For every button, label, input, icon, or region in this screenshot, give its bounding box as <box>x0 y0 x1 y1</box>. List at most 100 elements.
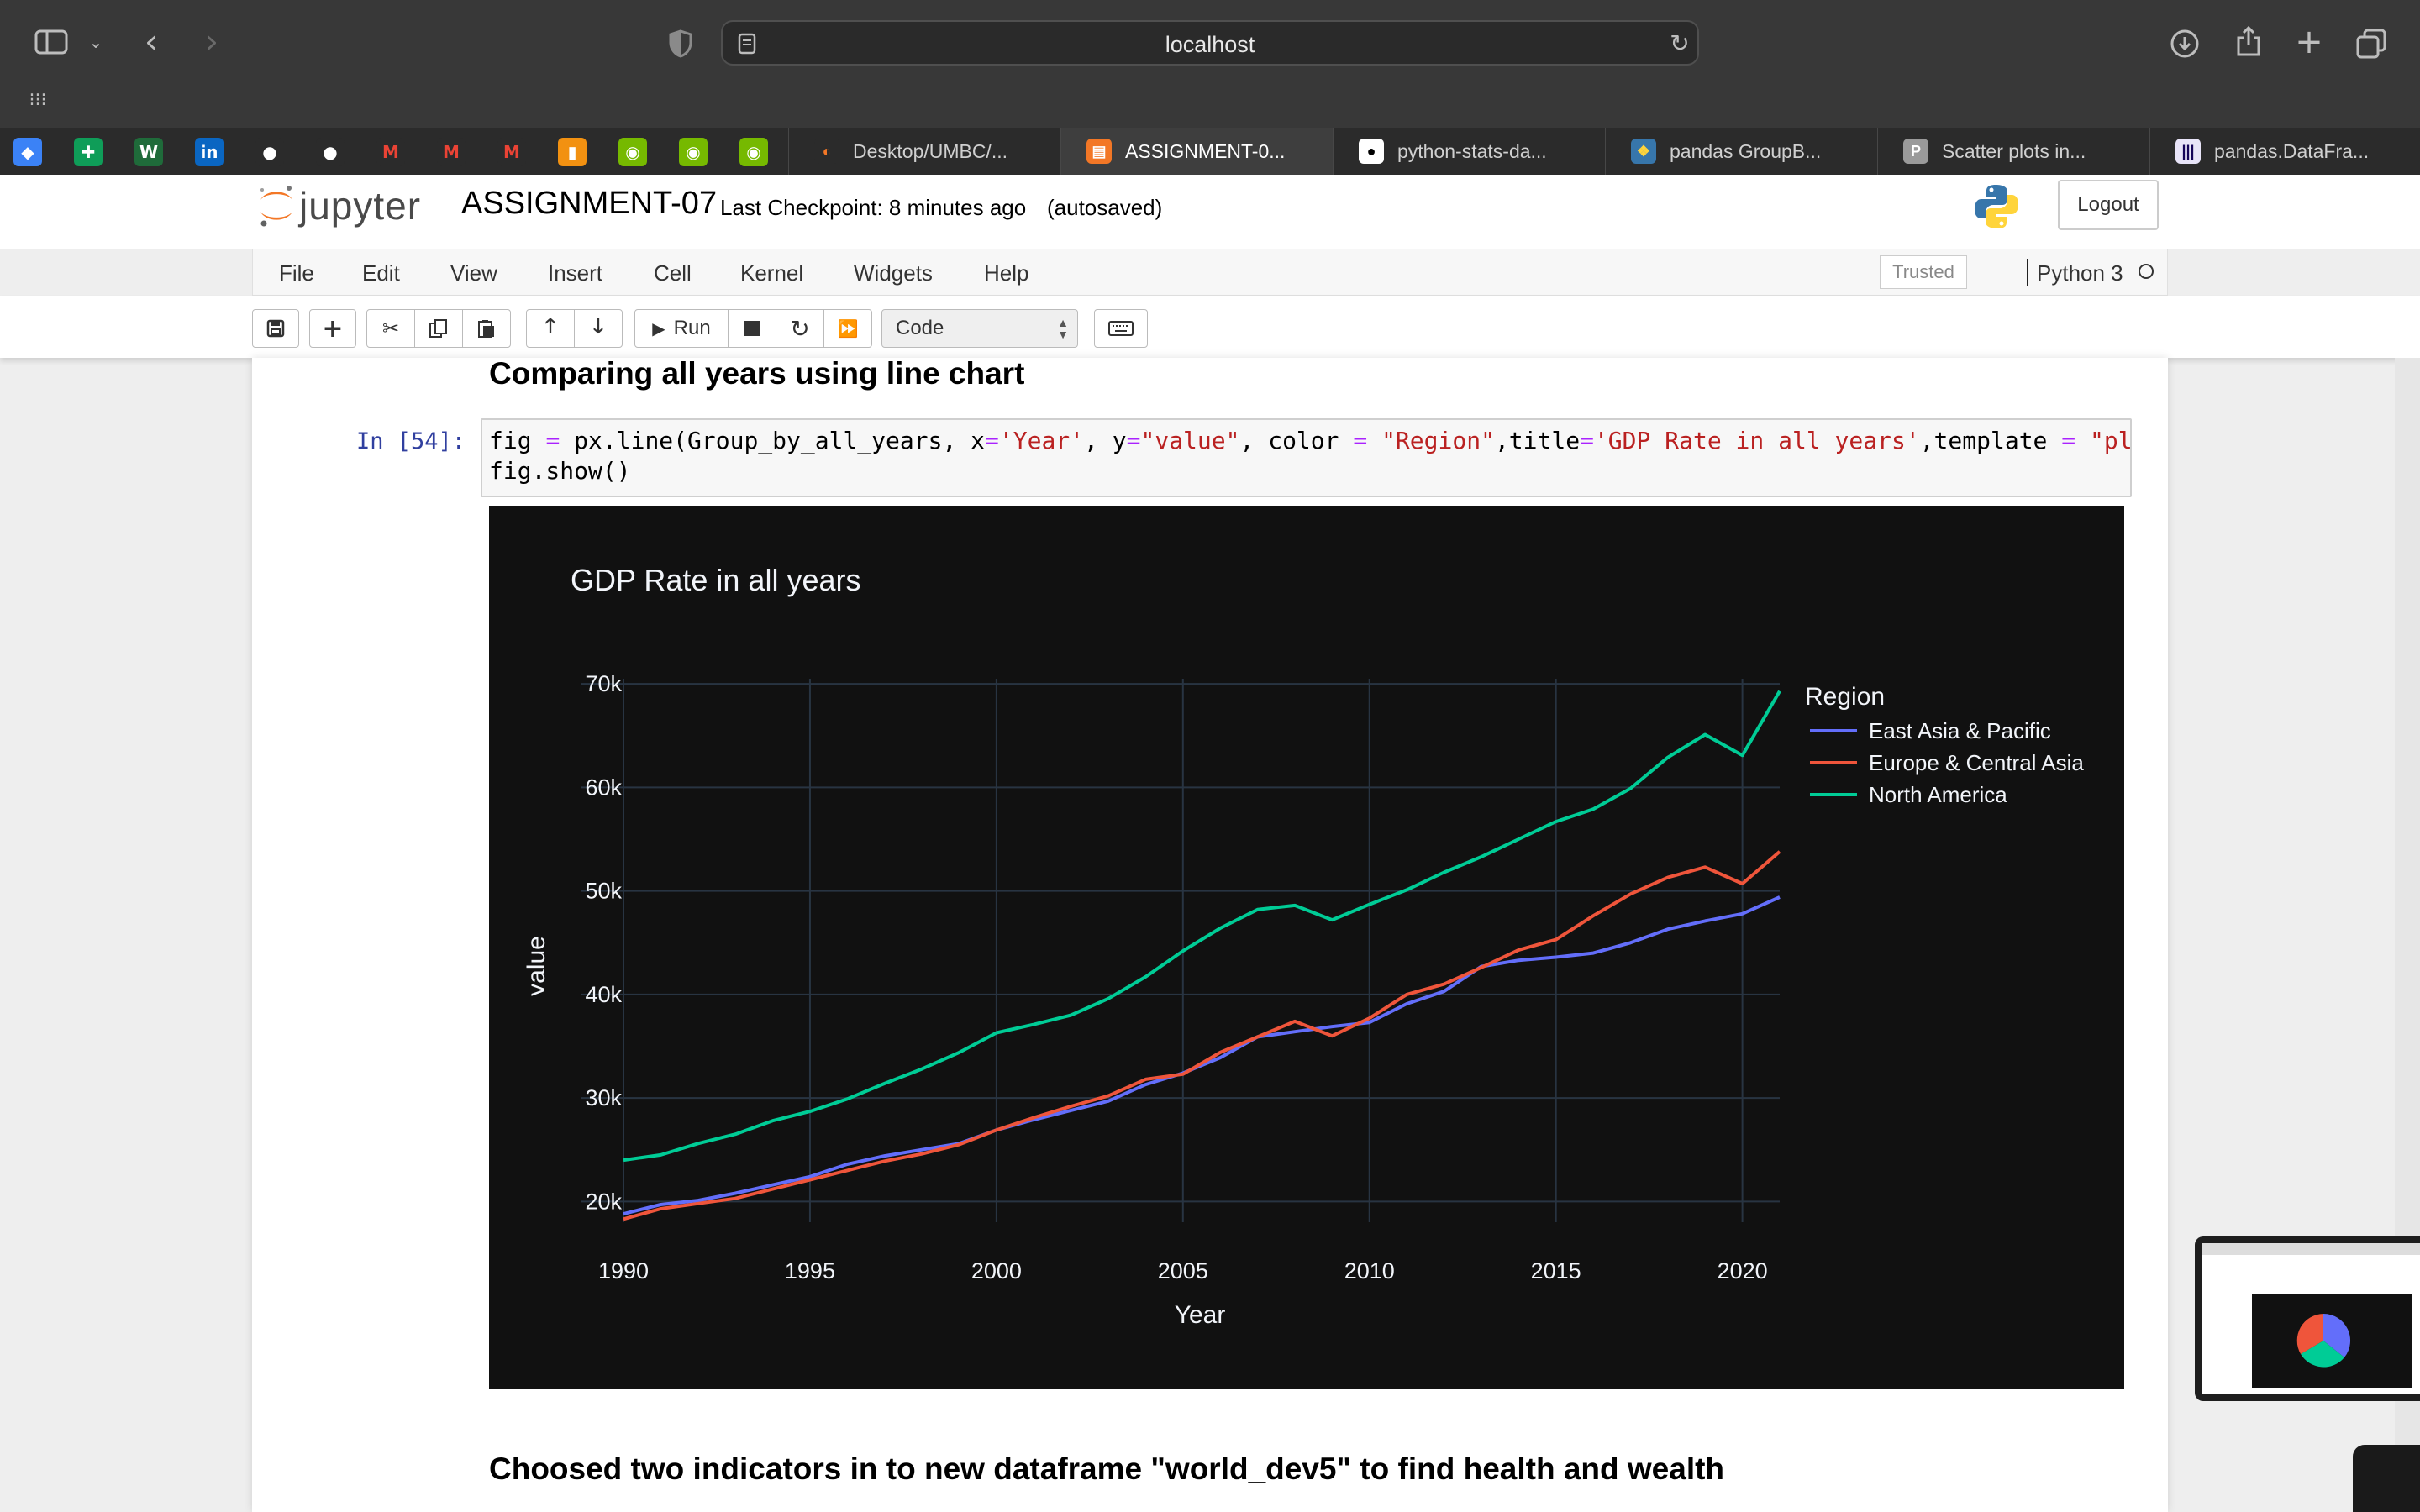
run-button[interactable]: ▶ Run <box>634 309 729 348</box>
favorite-github-icon[interactable]: ● <box>255 138 284 166</box>
favorite-linkedin-icon[interactable]: in <box>195 138 224 166</box>
jupyter-logo-text[interactable]: jupyter <box>299 184 422 228</box>
save-icon <box>266 319 285 338</box>
sidebar-toggle-icon[interactable] <box>30 25 72 59</box>
favorite-github-icon[interactable]: ● <box>316 138 345 166</box>
chevron-down-icon[interactable]: ⌄ <box>88 32 103 52</box>
menu-edit[interactable]: Edit <box>362 260 400 286</box>
favorite-gmail-icon[interactable]: M <box>376 138 405 166</box>
favorite-wix-icon[interactable]: W <box>134 138 163 166</box>
x-tick-label: 1995 <box>785 1258 835 1284</box>
jupyter-header <box>0 175 2420 249</box>
stop-icon <box>744 321 760 336</box>
favorite-package-icon[interactable]: ▮ <box>558 138 587 166</box>
fast-forward-icon: ⏩ <box>837 318 859 339</box>
legend-swatch <box>1810 761 1857 764</box>
apps-grid-icon[interactable]: ⁝⁝⁝ <box>29 89 47 111</box>
code-token: ,title <box>1494 427 1581 454</box>
tab-label: pandas GroupB... <box>1670 139 1822 162</box>
code-token: ,template <box>1919 427 2062 454</box>
cell-type-value: Code <box>896 317 944 339</box>
page-icon <box>736 32 758 55</box>
thumbnail-pie-icon <box>2296 1314 2351 1368</box>
favorite-sheets-icon[interactable]: ✚ <box>74 138 103 166</box>
menu-kernel[interactable]: Kernel <box>740 260 804 286</box>
back-icon[interactable]: ‹ <box>145 23 158 61</box>
new-tab-icon[interactable]: + <box>2295 23 2323 61</box>
browser-tab[interactable]: ❖ pandas GroupB... <box>1605 128 1877 175</box>
menu-insert[interactable]: Insert <box>548 260 603 286</box>
favorite-nvidia-icon[interactable]: ◉ <box>618 138 647 166</box>
privacy-shield-icon[interactable] <box>664 27 697 60</box>
series-line-1[interactable] <box>623 895 1781 1216</box>
paste-button[interactable] <box>462 309 511 348</box>
y-tick-label: 70k <box>585 671 622 696</box>
x-tick-label: 1990 <box>598 1258 649 1284</box>
notebook-title[interactable]: ASSIGNMENT-07 <box>461 186 718 221</box>
share-icon[interactable] <box>2230 24 2267 60</box>
save-button[interactable] <box>252 309 299 348</box>
plot-area[interactable] <box>489 506 2124 1389</box>
cell-type-select[interactable]: Code ▲ ▼ <box>881 309 1078 348</box>
tab-label: pandas.DataFra... <box>2214 139 2370 162</box>
code-token: px.line(Group_by_all_years, x <box>560 427 986 454</box>
kernel-name[interactable]: Python 3 <box>2037 260 2123 286</box>
download-icon[interactable] <box>2166 25 2203 62</box>
jupyter-logo-icon[interactable] <box>257 181 296 228</box>
legend-item[interactable]: North America <box>1810 780 2007 810</box>
favorite-nvidia-icon[interactable]: ◉ <box>679 138 708 166</box>
address-bar[interactable]: localhost ↻ <box>721 20 1699 66</box>
logout-button[interactable]: Logout <box>2058 180 2159 230</box>
series-line-2[interactable] <box>623 850 1781 1221</box>
code-token: = <box>2061 427 2076 454</box>
menu-view[interactable]: View <box>450 260 497 286</box>
y-tick-label: 60k <box>585 774 622 800</box>
code-token: 'GDP Rate in all years' <box>1593 427 1920 454</box>
pandas-icon: ||| <box>2175 139 2201 164</box>
jupyter-icon: ◐ <box>814 139 839 164</box>
command-palette-button[interactable] <box>1094 309 1148 348</box>
series-line-3[interactable] <box>623 690 1781 1163</box>
arrow-up-icon: 🡑 <box>544 313 556 338</box>
restart-run-all-button[interactable]: ⏩ <box>823 309 872 348</box>
browser-tab[interactable]: P Scatter plots in... <box>1877 128 2149 175</box>
x-tick-label: 2005 <box>1158 1258 1208 1284</box>
menu-help[interactable]: Help <box>984 260 1029 286</box>
favorite-bookmark-icon[interactable]: ◆ <box>13 138 42 166</box>
menu-cell[interactable]: Cell <box>654 260 692 286</box>
favorite-gmail-icon[interactable]: M <box>497 138 526 166</box>
browser-tab[interactable]: ◐ Desktop/UMBC/... <box>788 128 1060 175</box>
forward-icon[interactable]: › <box>205 23 218 61</box>
menu-widgets[interactable]: Widgets <box>854 260 933 286</box>
python-icon: ❖ <box>1631 139 1656 164</box>
legend-label: North America <box>1869 781 2007 807</box>
legend-label: Europe & Central Asia <box>1869 749 2084 775</box>
legend-item[interactable]: East Asia & Pacific <box>1810 716 2051 746</box>
menu-file[interactable]: File <box>279 260 314 286</box>
thumbnail-header <box>2202 1243 2420 1255</box>
reload-icon[interactable]: ↻ <box>1670 29 1690 57</box>
thumbnail-plot <box>2252 1294 2412 1388</box>
legend-item[interactable]: Europe & Central Asia <box>1810 748 2084 778</box>
interrupt-button[interactable] <box>728 309 776 348</box>
favorite-gmail-icon[interactable]: M <box>437 138 466 166</box>
move-down-button[interactable]: 🡓 <box>574 309 623 348</box>
code-cell-editor[interactable]: fig = px.line(Group_by_all_years, x='Yea… <box>481 418 2132 497</box>
y-tick-label: 30k <box>585 1085 622 1110</box>
scissors-icon: ✂ <box>381 317 400 340</box>
insert-cell-button[interactable]: + <box>309 309 356 348</box>
favorite-nvidia-icon[interactable]: ◉ <box>739 138 768 166</box>
code-line-2: fig.show() <box>489 457 631 485</box>
y-axis-title: value <box>523 936 550 996</box>
browser-tab[interactable]: ▤ ASSIGNMENT-0... <box>1060 128 1333 175</box>
browser-tab[interactable]: ● python-stats-da... <box>1333 128 1605 175</box>
tab-overview-icon[interactable] <box>2353 25 2390 62</box>
copy-button[interactable] <box>414 309 463 348</box>
screenshot-thumbnail[interactable] <box>2195 1236 2420 1401</box>
trusted-badge[interactable]: Trusted <box>1880 255 1967 289</box>
x-axis-title: Year <box>1175 1301 1226 1329</box>
select-arrows-icon: ▲ ▼ <box>1057 316 1069 341</box>
browser-tab[interactable]: ||| pandas.DataFra... <box>2149 128 2420 175</box>
plus-icon: + <box>322 313 344 344</box>
